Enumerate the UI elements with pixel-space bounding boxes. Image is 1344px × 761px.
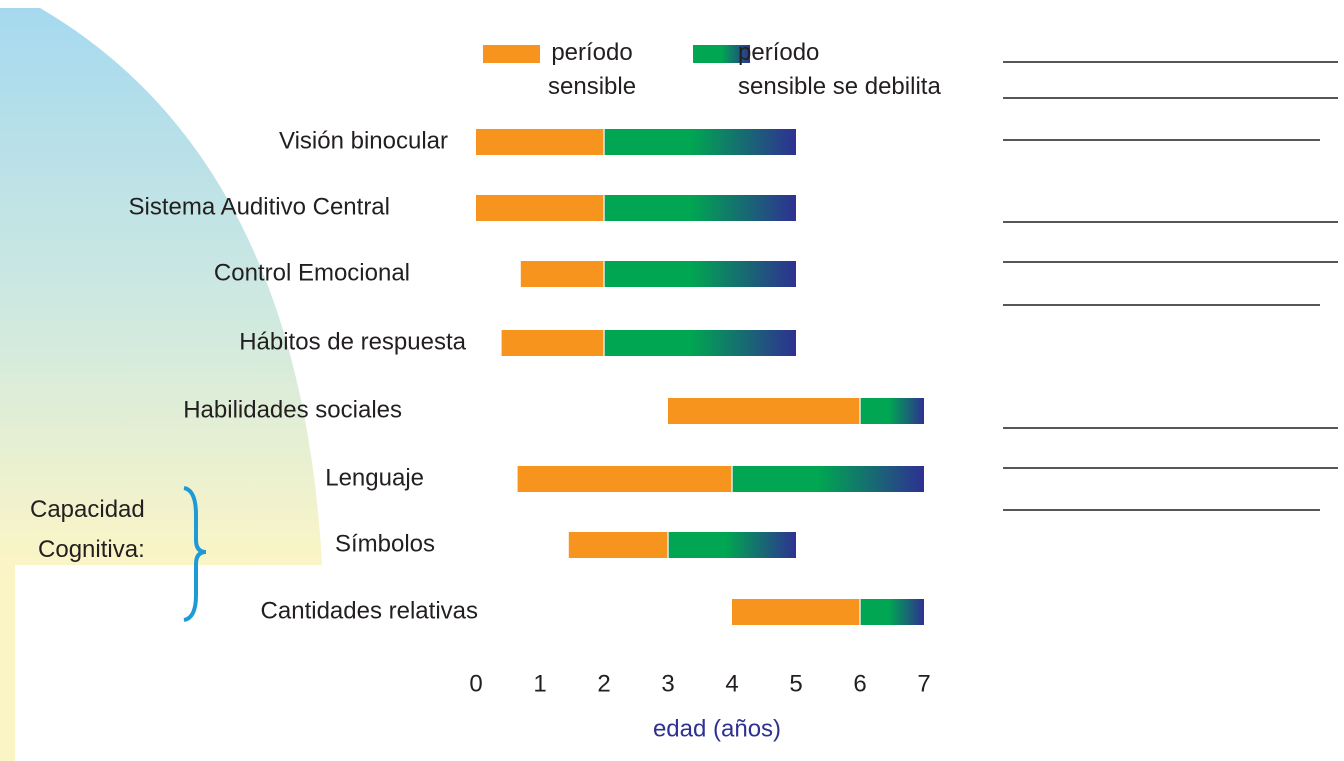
y-tick-label: Visión binocular [279,127,448,154]
x-axis-title: edad (años) [653,715,781,742]
blank-lines [1003,61,1338,511]
bar-segment [517,466,732,492]
bar-segment [668,532,796,558]
bar-segment [501,330,604,356]
bar-segment [604,261,796,287]
bar-segment [732,466,924,492]
background-shape [0,8,322,565]
y-tick-label: Símbolos [335,530,435,557]
bar-segment [604,129,796,155]
x-tick-label: 6 [853,670,866,697]
legend-label: período sensible [548,39,637,100]
bar-segment [604,195,796,221]
bar-segment [568,532,668,558]
y-tick-label: Habilidades sociales [183,396,402,423]
legend-swatch [483,45,540,63]
y-tick-label: Sistema Auditivo Central [129,193,390,220]
x-tick-label: 5 [789,670,802,697]
bar-segment [604,330,796,356]
bar-segment [476,129,604,155]
x-tick-label: 2 [597,670,610,697]
y-tick-label: Lenguaje [325,464,424,491]
brace [183,486,207,622]
bar-segment [860,398,924,424]
x-tick-label: 7 [917,670,930,697]
y-tick-label: Hábitos de respuesta [239,328,466,355]
group-label: Capacidad Cognitiva: [30,496,145,563]
x-tick-label: 4 [725,670,738,697]
background-strip [0,565,15,761]
bar-segment [520,261,604,287]
x-tick-label: 1 [533,670,546,697]
x-tick-label: 3 [661,670,674,697]
legend-swatch [693,45,750,63]
bar-segment [860,599,924,625]
y-tick-label: Control Emocional [214,259,410,286]
x-tick-label: 0 [469,670,482,697]
bar-segment [668,398,860,424]
bar-segment [732,599,860,625]
y-tick-label: Cantidades relativas [261,597,478,624]
legend-label: período sensible se debilita [738,39,941,100]
bar-segment [476,195,604,221]
